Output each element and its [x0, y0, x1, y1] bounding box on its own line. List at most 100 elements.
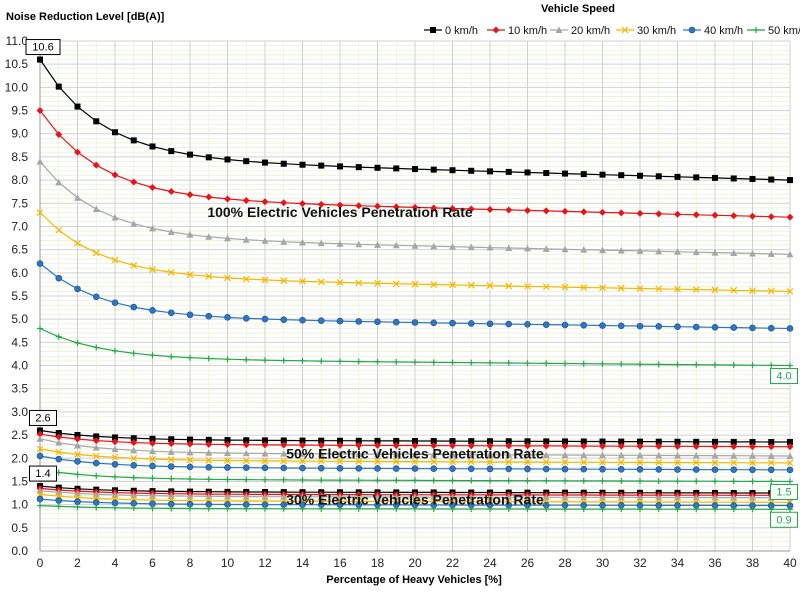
data-point [449, 505, 456, 512]
data-point [768, 478, 775, 485]
data-point [411, 465, 419, 472]
data-point [693, 438, 700, 445]
data-point [655, 323, 663, 330]
data-point [786, 287, 794, 295]
data-point [55, 226, 63, 234]
data-point [186, 463, 194, 471]
x-axis-title: Percentage of Heavy Vehicles [%] [326, 574, 502, 586]
data-point [467, 451, 475, 458]
series-0-km-h-group-1 [37, 427, 793, 446]
data-point [280, 199, 288, 207]
data-point [187, 151, 193, 158]
data-point [524, 477, 531, 484]
data-point [337, 477, 343, 484]
data-point [449, 319, 456, 327]
data-point [730, 175, 737, 182]
legend-label: 20 km/h [571, 25, 610, 37]
data-point [37, 502, 43, 509]
data-point [580, 442, 588, 450]
data-point [37, 427, 43, 434]
data-point [674, 210, 681, 218]
data-point [674, 478, 681, 485]
y-tick-label: 2.5 [11, 428, 28, 442]
data-point [486, 458, 494, 466]
value-annotation: 4.0 [770, 368, 798, 385]
data-point [392, 203, 400, 211]
value-annotations: 10.6 2.6 1.4 4.0 1.5 0.9 [25, 39, 798, 528]
data-point [524, 169, 531, 176]
data-point [505, 477, 512, 484]
data-point [562, 477, 568, 484]
data-point [618, 506, 625, 513]
data-point [112, 504, 118, 511]
data-point [655, 493, 663, 501]
y-tick-label: 0.5 [11, 521, 28, 535]
data-point [55, 333, 62, 340]
series [36, 56, 794, 513]
data-point [542, 442, 550, 450]
data-point [130, 491, 138, 499]
data-point [74, 285, 81, 293]
data-point [712, 478, 718, 485]
data-point [524, 493, 531, 501]
data-point [243, 158, 250, 165]
data-point [486, 442, 494, 450]
data-point [430, 505, 437, 512]
data-point [55, 455, 63, 463]
data-point [599, 458, 606, 466]
data-point [430, 465, 438, 472]
grid [39, 40, 791, 552]
data-point [317, 441, 325, 449]
data-point [149, 183, 156, 191]
y-tick-label: 9.0 [11, 127, 28, 141]
data-point [224, 314, 231, 321]
data-point [111, 438, 119, 446]
data-point [111, 256, 119, 264]
data-point [205, 492, 213, 500]
y-tick-label: 1.0 [11, 498, 28, 512]
data-point [111, 491, 119, 498]
data-point [224, 476, 231, 483]
data-point [674, 323, 681, 331]
data-point [712, 438, 718, 445]
data-point [749, 466, 756, 474]
data-point [467, 442, 475, 450]
data-point [430, 204, 438, 212]
data-point [55, 178, 63, 186]
data-point [130, 461, 138, 469]
data-point [92, 444, 100, 451]
data-point [243, 476, 250, 483]
data-point [374, 441, 381, 449]
series-40-km-h-group-0 [36, 260, 794, 332]
data-point [693, 174, 700, 181]
data-point [674, 442, 681, 450]
data-point [524, 206, 531, 214]
data-point [711, 466, 719, 473]
data-point [618, 172, 625, 179]
data-point [392, 493, 400, 501]
data-point [674, 506, 681, 513]
data-point [299, 457, 306, 465]
data-point [730, 478, 737, 485]
data-point [561, 207, 569, 215]
data-point [524, 458, 531, 466]
y-tick-label: 4.5 [11, 335, 28, 349]
data-point [562, 506, 568, 513]
data-point [280, 493, 288, 500]
data-point [542, 451, 550, 458]
legend-label: 40 km/h [704, 25, 743, 37]
series-40-km-h-group-1 [36, 452, 794, 474]
data-point [580, 438, 587, 445]
legend-label: 0 km/h [445, 25, 478, 37]
data-point [767, 324, 775, 332]
data-point [749, 176, 756, 183]
data-point [55, 503, 62, 510]
data-point [280, 441, 288, 449]
data-point [449, 477, 456, 484]
data-point [730, 443, 738, 451]
data-point [787, 506, 793, 513]
y-tick-label: 10.0 [5, 80, 29, 94]
data-point [205, 456, 213, 464]
data-point [692, 452, 700, 459]
